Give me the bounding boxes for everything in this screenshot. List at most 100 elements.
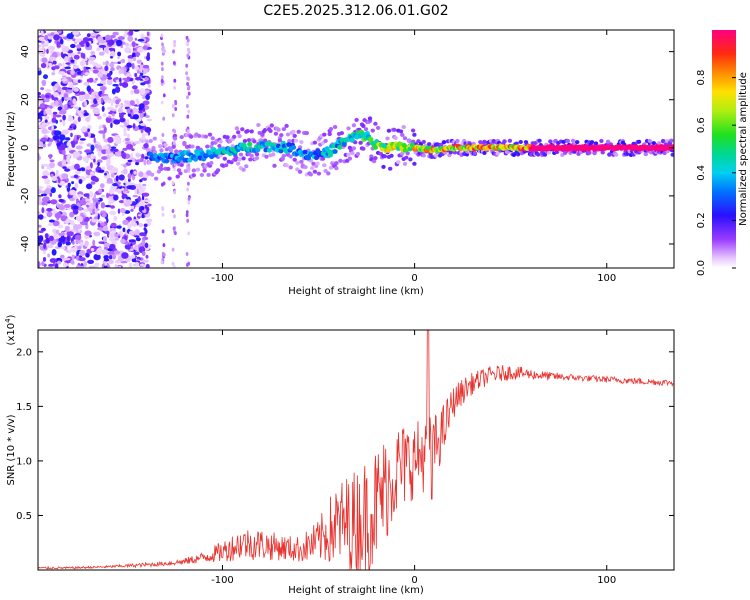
heatmap-cell — [186, 129, 190, 134]
heatmap-cell — [248, 157, 253, 162]
heatmap-cell — [159, 148, 164, 153]
heatmap-cell — [161, 42, 164, 47]
heatmap-cell — [81, 168, 86, 172]
heatmap-cell — [78, 91, 86, 95]
heatmap-cell — [73, 174, 79, 179]
heatmap-cell — [187, 109, 191, 114]
heatmap-cell — [187, 50, 191, 54]
heatmap-cell — [118, 186, 125, 190]
heatmap-cell — [61, 173, 69, 180]
heatmap-cell — [66, 141, 71, 147]
heatmap-cell — [575, 140, 580, 145]
heatmap-cell — [41, 207, 45, 214]
heatmap-cell — [93, 231, 101, 237]
heatmap-cell — [83, 193, 91, 198]
heatmap-cell — [78, 216, 83, 223]
heatmap-cell — [79, 141, 84, 145]
heatmap-cell — [92, 91, 98, 95]
heatmap-cell — [186, 95, 189, 100]
heatmap-cell — [123, 132, 128, 137]
heatmap-cell — [106, 158, 111, 165]
heatmap-cell — [179, 163, 184, 167]
heatmap-cell — [542, 152, 548, 157]
heatmap-cell — [172, 133, 178, 138]
heatmap-cell — [49, 56, 57, 61]
heatmap-cell — [518, 140, 523, 144]
heatmap-cell — [89, 190, 93, 198]
heatmap-cell — [87, 37, 93, 42]
heatmap-cell — [147, 221, 152, 227]
heatmap-cell — [104, 260, 108, 266]
heatmap-cell — [410, 139, 416, 144]
heatmap-cell — [173, 43, 176, 48]
heatmap-cell — [234, 126, 240, 131]
heatmap-cell — [322, 132, 327, 137]
heatmap-cell — [117, 36, 125, 40]
heatmap-cell — [237, 157, 242, 162]
heatmap-cell — [179, 135, 184, 140]
heatmap-cell — [85, 61, 89, 66]
heatmap-cell — [254, 152, 260, 157]
heatmap-cell — [441, 140, 447, 145]
heatmap-cell — [402, 161, 408, 166]
heatmap-cell — [77, 116, 81, 122]
heatmap-cell — [112, 148, 119, 152]
snr-frame — [37, 329, 675, 571]
heatmap-cell — [229, 160, 234, 165]
heatmap-cell — [44, 104, 48, 109]
heatmap-cell — [117, 56, 120, 60]
heatmap-cell — [370, 128, 375, 133]
heatmap-cell — [138, 110, 143, 114]
heatmap-cell — [154, 176, 159, 181]
heatmap-cell — [71, 141, 76, 148]
heatmap-cell — [44, 115, 50, 120]
y-tick-label: 0.5 — [16, 511, 32, 522]
heatmap-cell — [138, 187, 145, 194]
heatmap-cell — [67, 182, 71, 188]
heatmap-cell — [408, 157, 413, 162]
heatmap-cell — [98, 188, 103, 194]
heatmap-cell — [288, 154, 293, 159]
heatmap-cell — [69, 189, 77, 196]
heatmap-cell — [55, 229, 60, 234]
heatmap-cell — [121, 81, 129, 88]
heatmap-cell — [126, 125, 133, 129]
heatmap-cell — [182, 142, 187, 147]
heatmap-cell — [600, 150, 605, 155]
heatmap-cell — [43, 98, 50, 103]
heatmap-cell — [86, 165, 91, 170]
heatmap-cell — [141, 177, 147, 181]
heatmap-cell — [88, 77, 94, 83]
heatmap-cell — [93, 177, 99, 183]
y-tick-label: 1.5 — [16, 402, 32, 413]
heatmap-cell — [44, 119, 48, 123]
heatmap-cell — [134, 159, 143, 163]
x-tick-label: 0 — [411, 575, 417, 586]
heatmap-cell — [132, 85, 138, 90]
heatmap-cell — [482, 151, 487, 155]
heatmap-cell — [69, 197, 75, 202]
heatmap-cell — [109, 152, 114, 158]
heatmap-cell — [186, 76, 190, 81]
heatmap-cell — [66, 231, 74, 237]
heatmap-cell — [115, 99, 120, 105]
heatmap-cell — [57, 241, 63, 248]
heatmap-cell — [101, 156, 108, 160]
heatmap-cell — [171, 247, 175, 252]
x-tick-label: -100 — [211, 273, 234, 284]
heatmap-cell — [106, 181, 114, 184]
heatmap-cell — [117, 235, 121, 239]
heatmap-cell — [241, 156, 246, 161]
heatmap-cell — [99, 39, 107, 44]
heatmap-cell — [161, 75, 164, 80]
heatmap-cell — [171, 261, 175, 266]
heatmap-cell — [495, 151, 500, 156]
heatmap-cell — [143, 159, 147, 166]
heatmap-cell — [172, 104, 175, 108]
heatmap-cell — [171, 181, 175, 186]
heatmap-cell — [56, 138, 60, 144]
heatmap-cell — [131, 62, 135, 70]
heatmap-cell — [51, 72, 56, 76]
heatmap-cell — [74, 234, 82, 241]
heatmap-cell — [42, 196, 50, 202]
